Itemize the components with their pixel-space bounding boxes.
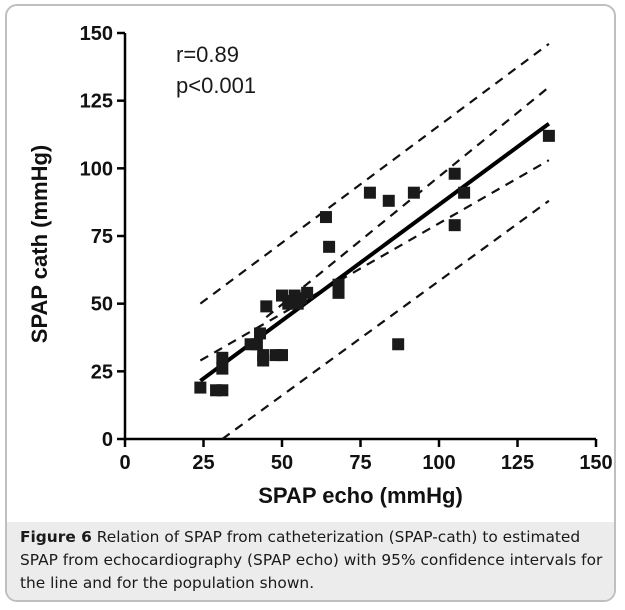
data-point	[448, 219, 461, 232]
y-tick-label: 25	[91, 361, 113, 383]
x-tick-label: 100	[422, 452, 455, 474]
data-point	[407, 186, 420, 199]
data-point	[301, 286, 314, 299]
y-tick-label: 150	[80, 23, 113, 45]
data-point	[254, 327, 267, 340]
data-point	[392, 338, 405, 351]
caption-text: Relation of SPAP from catheterization (S…	[20, 528, 603, 592]
y-tick-label: 75	[91, 226, 113, 248]
data-point	[257, 349, 270, 362]
data-point	[363, 186, 376, 199]
data-point	[332, 278, 345, 291]
x-tick-label: 50	[271, 452, 293, 474]
figure-frame	[5, 4, 616, 602]
x-tick-label: 25	[192, 452, 214, 474]
data-points	[194, 129, 555, 397]
confidence-band-upper-line	[199, 159, 550, 362]
x-axis-ticks: 0 25 50 75 100 125 150	[119, 439, 613, 474]
data-point	[323, 240, 336, 253]
figure-caption: Figure 6 Relation of SPAP from catheteri…	[20, 526, 616, 595]
data-point	[216, 351, 229, 364]
y-tick-label: 50	[91, 294, 113, 316]
annotation-p: p<0.001	[176, 73, 256, 98]
data-point	[448, 167, 461, 180]
data-point	[542, 129, 555, 142]
y-tick-label: 100	[80, 158, 113, 180]
y-axis-label: SPAP cath (mmHg)	[27, 145, 52, 343]
data-point	[458, 186, 471, 199]
caption-background	[7, 522, 614, 600]
prediction-band-lower-line	[221, 199, 550, 440]
interval-lines	[199, 42, 550, 440]
data-point	[382, 194, 395, 207]
data-point	[216, 362, 229, 375]
scatter-chart: 0 25 50 75 100 125 150 0 25 50 75 100 125 150 r=0.89…	[27, 23, 613, 508]
y-tick-label: 0	[102, 429, 113, 451]
data-point	[194, 381, 207, 394]
y-axis-ticks: 0 25 50 75 100 125 150	[80, 23, 125, 451]
x-tick-label: 75	[349, 452, 371, 474]
annotation-r: r=0.89	[176, 42, 239, 67]
data-point	[260, 300, 273, 313]
x-axis-label: SPAP echo (mmHg)	[258, 483, 463, 508]
data-point	[216, 384, 229, 397]
caption-label: Figure 6	[20, 528, 92, 546]
confidence-band-lower-line	[265, 86, 550, 319]
data-point	[276, 349, 288, 362]
x-tick-label: 0	[119, 452, 130, 474]
y-tick-label: 125	[80, 91, 113, 113]
x-tick-label: 125	[501, 452, 534, 474]
prediction-band-upper-line	[199, 42, 550, 305]
data-point	[319, 211, 332, 224]
x-tick-label: 150	[579, 452, 612, 474]
data-point	[250, 338, 263, 351]
